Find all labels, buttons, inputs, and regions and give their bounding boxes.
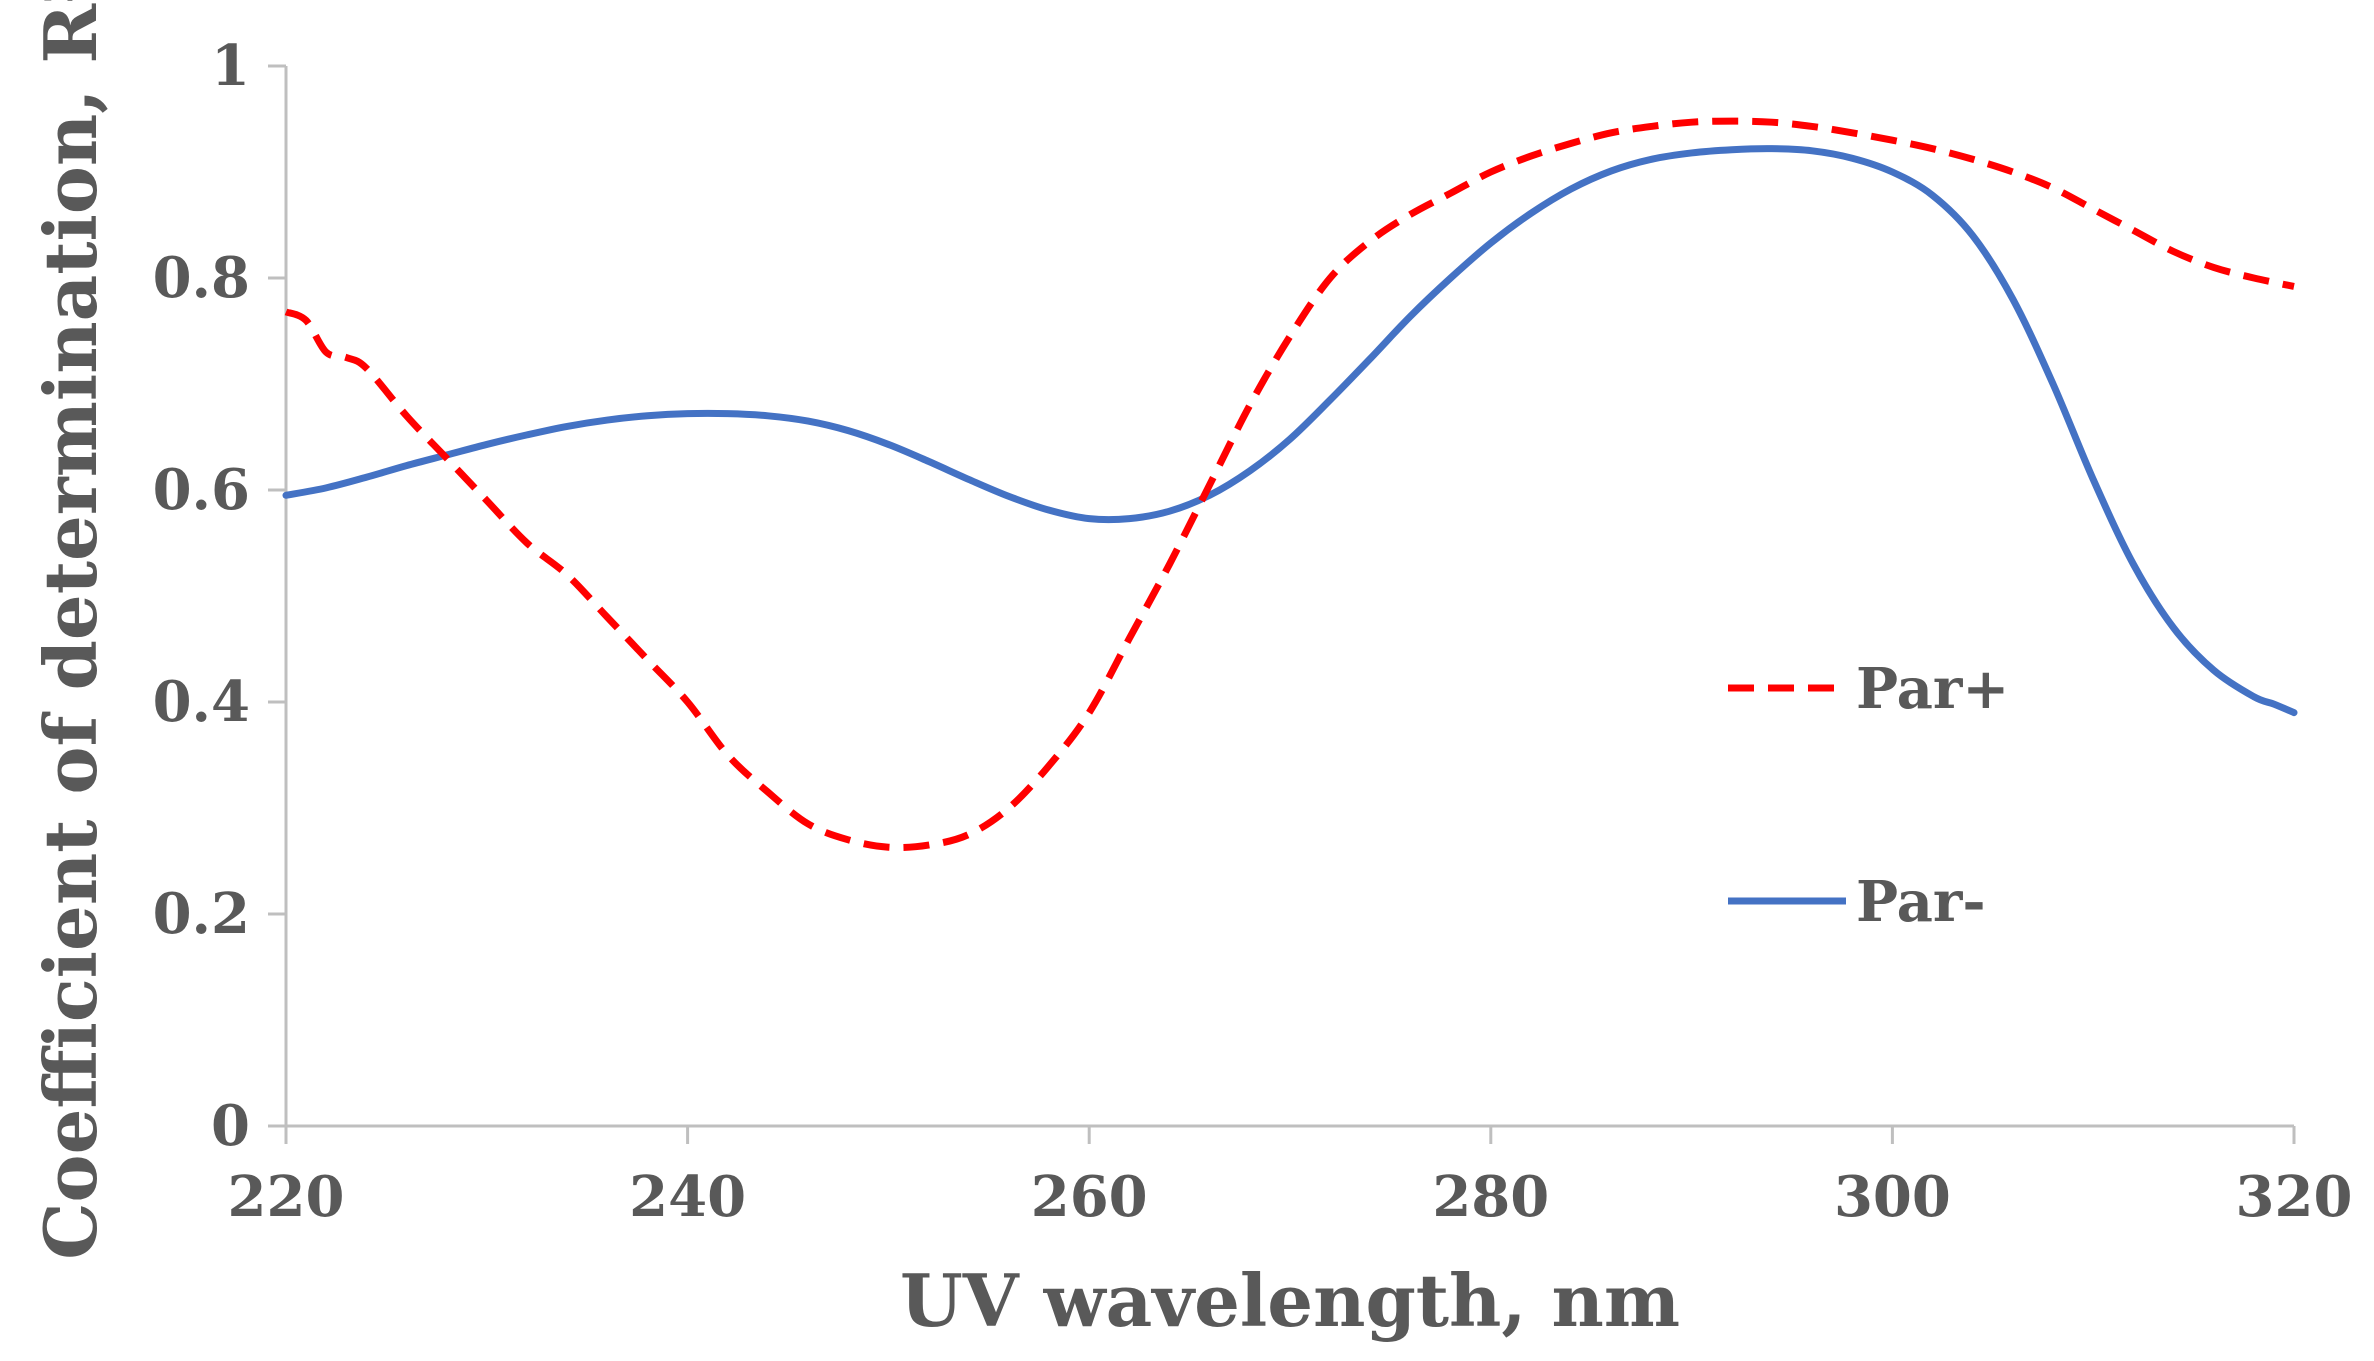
legend-label: Par+ bbox=[1856, 656, 2009, 722]
series-layer bbox=[282, 117, 2298, 852]
x-tick-label: 240 bbox=[629, 1164, 746, 1230]
y-axis-title: Coefficient of determination, R² bbox=[28, 0, 113, 1260]
x-tick-label: 220 bbox=[228, 1164, 345, 1230]
y-tick-label: 0.6 bbox=[153, 457, 250, 523]
legend: Par+ Par- bbox=[1728, 656, 2009, 935]
x-ticks: 220 240 260 280 300 320 bbox=[228, 1126, 2353, 1230]
x-tick-label: 320 bbox=[2236, 1164, 2353, 1230]
axes bbox=[284, 66, 2294, 1128]
series-line-parminus bbox=[282, 145, 2298, 717]
x-axis-title: UV wavelength, nm bbox=[900, 1258, 1680, 1343]
legend-label: Par- bbox=[1856, 869, 1986, 935]
x-tick-label: 280 bbox=[1432, 1164, 1549, 1230]
y-tick-label: 0.4 bbox=[153, 669, 250, 735]
y-ticks: 0 0.2 0.4 0.6 0.8 1 bbox=[153, 33, 286, 1159]
y-tick-label: 0.2 bbox=[153, 881, 250, 947]
series-line-parplus bbox=[284, 117, 2295, 852]
y-tick-label: 1 bbox=[211, 33, 250, 99]
y-tick-label: 0.8 bbox=[153, 245, 250, 311]
y-tick-label: 0 bbox=[211, 1093, 250, 1159]
x-tick-label: 300 bbox=[1834, 1164, 1951, 1230]
x-tick-label: 260 bbox=[1031, 1164, 1148, 1230]
